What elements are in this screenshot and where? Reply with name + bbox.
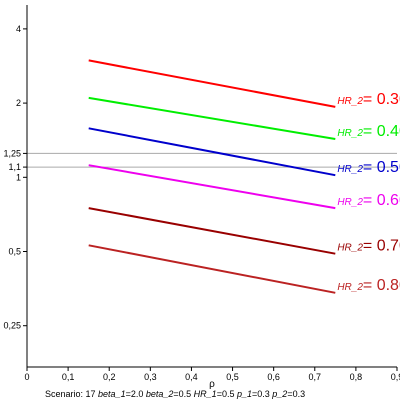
param-value: =0.3 — [252, 389, 272, 399]
x-tick-label: 0,9 — [391, 372, 400, 382]
series-label-4: HR_2= 0.6000 — [337, 192, 400, 209]
reference-lines — [27, 152, 397, 168]
series-line-1 — [88, 59, 336, 108]
x-tick-label: 0,3 — [144, 372, 157, 382]
y-tick-label: 0,25 — [3, 321, 21, 331]
param-value: =2.0 — [126, 389, 146, 399]
series-line-5 — [88, 207, 336, 255]
x-tick-label: 0,7 — [309, 372, 322, 382]
param-value: =0.5 — [217, 389, 237, 399]
scenario-label: Scenario: 17 — [45, 389, 98, 399]
y-tick-label: 0,5 — [8, 247, 21, 257]
x-tick-label: 0 — [24, 372, 29, 382]
series-label-3: HR_2= 0.5000 — [337, 159, 400, 176]
x-axis-title: ρ — [209, 379, 215, 390]
series-label-2: HR_2= 0.4000 — [337, 123, 400, 140]
y-tick-label: 1,25 — [3, 148, 21, 158]
y-tick-label: 2 — [16, 98, 21, 108]
y-tick-label: 1 — [16, 172, 21, 182]
chart-caption: Scenario: 17 beta_1=2.0 beta_2=0.5 HR_1=… — [45, 389, 305, 399]
series-line-4 — [88, 164, 336, 210]
y-tick-label: 1,1 — [8, 162, 21, 172]
series-label-5: HR_2= 0.7000 — [337, 238, 400, 255]
series-label-6: HR_2= 0.8000 — [337, 277, 400, 294]
series-label-1: HR_2= 0.3000 — [337, 91, 400, 108]
series-line-2 — [88, 96, 336, 140]
param-name: p_1 — [236, 389, 252, 399]
x-tick-label: 0,6 — [267, 372, 280, 382]
series-labels: HR_2= 0.3000 HR_2= 0.4000 HR_2= 0.5000 HR_2… — [337, 91, 400, 294]
x-tick-label: 0,4 — [185, 372, 198, 382]
param-value: =0.5 — [173, 389, 193, 399]
param-name: beta_2 — [146, 389, 174, 399]
y-tick-label: 4 — [16, 24, 21, 34]
x-tick-label: 0,5 — [226, 372, 239, 382]
param-name: beta_1 — [98, 389, 126, 399]
series-layer — [88, 59, 336, 294]
axes: 0 0,1 0,2 0,3 0,4 0,5 0,6 0,7 0,8 0,9 0,25 0,5 11,1 1… — [3, 5, 400, 382]
series-line-6 — [88, 244, 336, 294]
x-tick-label: 0,8 — [350, 372, 363, 382]
x-tick-label: 0,1 — [62, 372, 75, 382]
param-name: HR_1 — [194, 389, 217, 399]
param-name: p_2 — [271, 389, 287, 399]
x-tick-label: 0,2 — [103, 372, 116, 382]
param-value: =0.3 — [287, 389, 305, 399]
series-line-3 — [88, 127, 336, 177]
